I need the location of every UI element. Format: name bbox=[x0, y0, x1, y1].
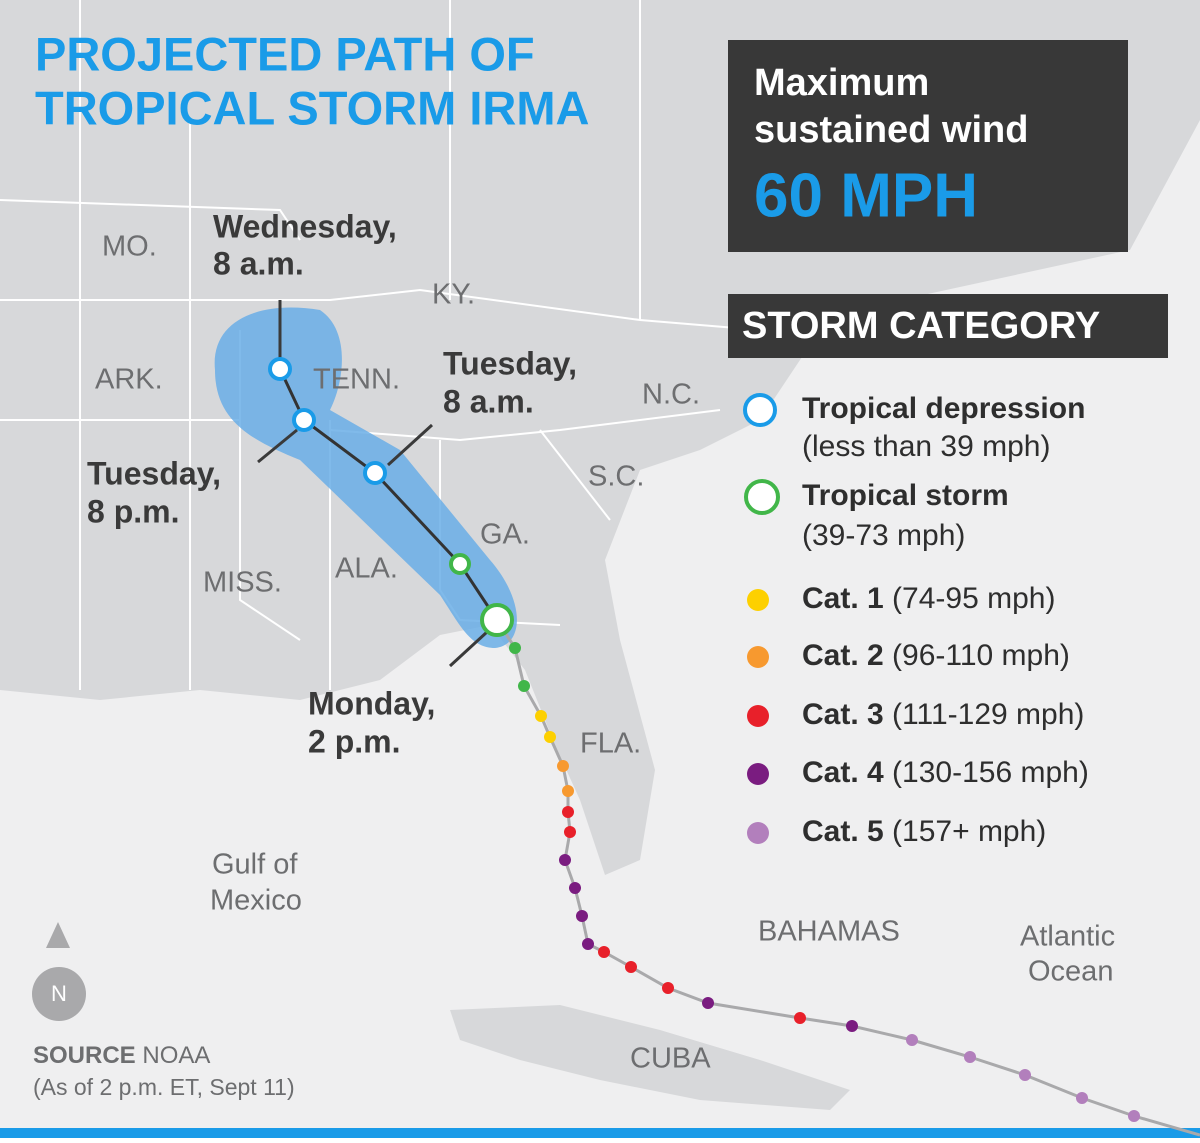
track-point bbox=[1019, 1069, 1031, 1081]
compass-arrow bbox=[46, 922, 70, 948]
legend-symbol bbox=[747, 822, 769, 844]
depression-point bbox=[292, 408, 316, 432]
track-point bbox=[535, 710, 547, 722]
time-label: 2 p.m. bbox=[308, 723, 400, 759]
state-label: MO. bbox=[102, 231, 157, 263]
track-point bbox=[702, 997, 714, 1009]
track-point bbox=[562, 785, 574, 797]
legend-name: Tropical depression bbox=[802, 392, 1085, 425]
legend-symbol bbox=[744, 479, 780, 515]
legend-item: Cat. 3 (111-129 mph) bbox=[802, 698, 1084, 731]
time-label: Wednesday, bbox=[213, 208, 397, 244]
water-label: Mexico bbox=[210, 885, 302, 917]
country-label: CUBA bbox=[630, 1043, 711, 1075]
bottom-bar bbox=[0, 1128, 1200, 1138]
time-label: Monday, bbox=[308, 685, 435, 721]
state-label: KY. bbox=[432, 279, 475, 311]
track-point bbox=[906, 1034, 918, 1046]
source-label: SOURCE bbox=[33, 1042, 136, 1069]
time-label: Tuesday, bbox=[87, 455, 221, 491]
track-point bbox=[559, 854, 571, 866]
legend-item: Cat. 2 (96-110 mph) bbox=[802, 639, 1070, 672]
legend-item: Cat. 4 (130-156 mph) bbox=[802, 756, 1089, 789]
state-label: FLA. bbox=[580, 728, 641, 760]
state-label: GA. bbox=[480, 519, 530, 551]
track-point bbox=[582, 938, 594, 950]
title: TROPICAL STORM IRMA bbox=[35, 81, 589, 134]
track-point bbox=[598, 946, 610, 958]
depression-point bbox=[363, 461, 387, 485]
track-point bbox=[1128, 1110, 1140, 1122]
legend-item: Cat. 1 (74-95 mph) bbox=[802, 582, 1055, 615]
title: PROJECTED PATH OF bbox=[35, 27, 535, 80]
wind-label: Maximum bbox=[754, 62, 929, 104]
time-label: 8 p.m. bbox=[87, 493, 179, 529]
wind-box bbox=[728, 40, 1128, 252]
legend-symbol bbox=[747, 705, 769, 727]
legend-symbol bbox=[743, 393, 777, 427]
track-point bbox=[562, 806, 574, 818]
legend-name: Cat. 2 bbox=[802, 639, 884, 672]
legend-symbol bbox=[747, 589, 769, 611]
legend-range: (96-110 mph) bbox=[892, 639, 1070, 672]
track-point bbox=[964, 1051, 976, 1063]
track-point bbox=[509, 642, 521, 654]
legend-name: Cat. 4 bbox=[802, 756, 884, 789]
source: SOURCE NOAA bbox=[33, 1042, 210, 1069]
state-label: N.C. bbox=[642, 379, 700, 411]
time-label: 8 a.m. bbox=[443, 383, 534, 419]
compass-label: N bbox=[51, 981, 67, 1006]
track-point bbox=[518, 680, 530, 692]
track-point bbox=[544, 731, 556, 743]
legend-range: (74-95 mph) bbox=[892, 582, 1055, 615]
track-point bbox=[576, 910, 588, 922]
source-name: NOAA bbox=[142, 1042, 210, 1069]
water-label: Gulf of bbox=[212, 849, 298, 881]
time-label: Tuesday, bbox=[443, 345, 577, 381]
legend-item: Cat. 5 (157+ mph) bbox=[802, 815, 1046, 848]
legend-symbol bbox=[747, 646, 769, 668]
track-point bbox=[794, 1012, 806, 1024]
time-label: 8 a.m. bbox=[213, 245, 304, 281]
storm-point bbox=[449, 553, 471, 575]
legend-range: (130-156 mph) bbox=[892, 756, 1089, 789]
wind-label: sustained wind bbox=[754, 109, 1028, 151]
track-point bbox=[662, 982, 674, 994]
legend-range: (111-129 mph) bbox=[892, 698, 1084, 731]
state-label: MISS. bbox=[203, 567, 282, 599]
depression-point bbox=[268, 357, 292, 381]
legend-name: Cat. 3 bbox=[802, 698, 884, 731]
legend-header-box bbox=[728, 294, 1168, 358]
track-point bbox=[564, 826, 576, 838]
state-label: S.C. bbox=[588, 461, 644, 493]
country-label: BAHAMAS bbox=[758, 916, 900, 948]
compass-circle bbox=[32, 967, 86, 1021]
legend-range: (less than 39 mph) bbox=[802, 430, 1050, 463]
track-point bbox=[1076, 1092, 1088, 1104]
source-note: (As of 2 p.m. ET, Sept 11) bbox=[33, 1074, 295, 1100]
track-point bbox=[846, 1020, 858, 1032]
legend-symbol bbox=[747, 763, 769, 785]
state-label: ARK. bbox=[95, 364, 163, 396]
legend-name: Tropical storm bbox=[802, 479, 1009, 512]
water-label: Atlantic bbox=[1020, 921, 1115, 953]
track-point bbox=[569, 882, 581, 894]
state-label: ALA. bbox=[335, 553, 398, 585]
leaders bbox=[257, 300, 489, 668]
legend-name: Cat. 1 bbox=[802, 582, 884, 615]
storm-point bbox=[480, 603, 514, 637]
track-point bbox=[557, 760, 569, 772]
track-point bbox=[625, 961, 637, 973]
cuba-land bbox=[450, 1005, 850, 1110]
legend-range: (157+ mph) bbox=[892, 815, 1046, 848]
legend-header: STORM CATEGORY bbox=[742, 305, 1100, 347]
water-label: Ocean bbox=[1028, 956, 1113, 988]
wind-value: 60 MPH bbox=[754, 161, 978, 230]
legend-name: Cat. 5 bbox=[802, 815, 884, 848]
legend-range: (39-73 mph) bbox=[802, 519, 965, 552]
state-label: TENN. bbox=[313, 364, 400, 396]
